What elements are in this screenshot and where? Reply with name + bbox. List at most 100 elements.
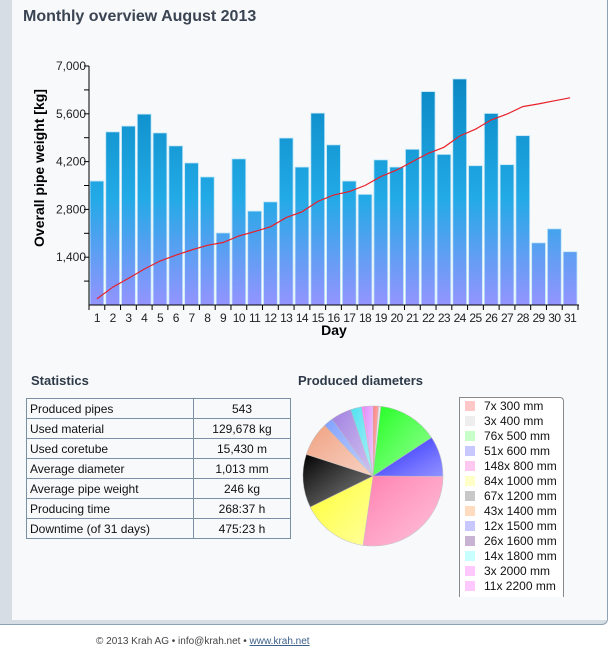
stats-row: Produced pipes 543 (26, 398, 291, 419)
legend-item: 148x 800 mm (460, 458, 563, 473)
pie-slice-shade (350, 406, 373, 476)
pie-slice-shade (332, 409, 373, 476)
x-tick-label: 16 (327, 311, 340, 325)
legend-swatch (465, 430, 475, 441)
bar-day-11[interactable] (247, 210, 262, 306)
footer-website-link[interactable]: www.krah.net (249, 636, 310, 647)
x-tick-label: 13 (280, 311, 293, 325)
bar-day-21[interactable] (405, 148, 420, 306)
legend-label: 3x 400 mm (484, 413, 544, 428)
stats-label: Average diameter (26, 458, 194, 479)
bar-day-13[interactable] (278, 137, 294, 306)
bar-day-24[interactable] (452, 78, 467, 306)
pie-slice-shade (306, 425, 373, 476)
stats-label: Used coretube (26, 438, 194, 459)
legend-label: 11x 2200 mm (484, 578, 556, 593)
legend-label: 43x 1400 mm (484, 503, 557, 518)
pie-slice-shade (310, 476, 373, 546)
bar-day-27[interactable] (499, 164, 515, 306)
stats-row: Producing time 268:37 h (26, 498, 291, 519)
legend-swatch (465, 565, 475, 576)
bar-day-29[interactable] (531, 242, 546, 306)
y-tick-label: 2,800 (56, 202, 86, 216)
x-tick-label: 2 (110, 311, 117, 325)
x-tick-label: 11 (249, 311, 261, 325)
pie-legend[interactable]: 7x 300 mm 3x 400 mm 76x 500 mm 51x 600 mm 14… (459, 397, 564, 597)
legend-item: 43x 1400 mm (460, 503, 563, 518)
bar-day-10[interactable] (231, 158, 247, 306)
bar-day-12[interactable] (263, 201, 278, 306)
bar-day-14[interactable] (294, 166, 310, 306)
bar-day-4[interactable] (136, 113, 152, 306)
x-tick-label: 22 (422, 311, 435, 325)
bar-day-16[interactable] (326, 144, 341, 306)
x-tick-label: 24 (454, 311, 467, 325)
bar-day-6[interactable] (168, 145, 184, 306)
legend-swatch (465, 445, 475, 456)
stats-value: 246 kg (193, 478, 291, 499)
bar-day-2[interactable] (105, 131, 120, 306)
legend-label: 7x 300 mm (484, 398, 544, 413)
trend-line (96, 97, 571, 300)
legend-label: 51x 600 mm (484, 443, 551, 458)
bar-day-28[interactable] (515, 135, 531, 306)
bar-day-18[interactable] (357, 193, 373, 306)
x-tick-label: 23 (438, 311, 451, 325)
bar-day-30[interactable] (547, 228, 562, 306)
legend-item: 26x 1600 mm (460, 533, 563, 548)
bar-group (89, 78, 578, 306)
legend-item: 3x 400 mm (460, 413, 563, 428)
bar-day-19[interactable] (373, 159, 389, 306)
legend-label: 84x 1000 mm (484, 473, 557, 488)
bar-day-23[interactable] (436, 154, 452, 306)
y-tick-labels: 1,400 2,800 4,200 5,600 7,000 (56, 59, 86, 264)
stats-row: Used coretube 15,430 m (26, 438, 291, 459)
stats-value: 15,430 m (193, 438, 291, 459)
x-tick-label: 9 (220, 311, 227, 325)
legend-swatch (465, 460, 475, 471)
bar-day-15[interactable] (310, 112, 326, 306)
x-tick-label: 6 (173, 311, 180, 325)
legend-item: 14x 1800 mm (460, 548, 563, 563)
bar-day-8[interactable] (200, 176, 215, 306)
legend-swatch (465, 580, 475, 591)
stats-value: 543 (193, 398, 291, 419)
page-title: Monthly overview August 2013 (23, 8, 257, 25)
bar-day-25[interactable] (468, 165, 483, 306)
bar-day-17[interactable] (341, 180, 357, 306)
legend-swatch (465, 505, 475, 516)
statistics-table: Produced pipes 543 Used material 129,678 kg… (26, 398, 291, 539)
bar-day-22[interactable] (420, 91, 436, 306)
bar-day-26[interactable] (483, 113, 499, 306)
legend-item: 67x 1200 mm (460, 488, 563, 503)
legend-item: 11x 2200 mm (460, 578, 563, 593)
y-tick-label: 1,400 (56, 250, 86, 264)
x-tick-label: 5 (157, 311, 164, 325)
x-tick-label: 4 (141, 311, 148, 325)
legend-item: 7x 300 mm (460, 398, 563, 413)
bar-day-20[interactable] (389, 166, 404, 306)
x-tick-label: 25 (469, 311, 482, 325)
x-tick-label: 20 (391, 311, 404, 325)
stats-row: Average diameter 1,013 mm (26, 458, 291, 479)
bar-day-31[interactable] (562, 251, 578, 306)
bar-day-5[interactable] (152, 132, 168, 306)
x-tick-label: 8 (204, 311, 211, 325)
legend-item: 76x 500 mm (460, 428, 563, 443)
legend-swatch (465, 520, 475, 531)
y-tick-label: 5,600 (56, 107, 86, 121)
x-tick-label: 10 (233, 311, 246, 325)
x-tick-label: 17 (343, 311, 356, 325)
legend-swatch (465, 490, 475, 501)
stats-value: 475:23 h (193, 518, 291, 539)
legend-swatch (465, 535, 475, 546)
bar-day-7[interactable] (184, 162, 199, 306)
x-tick-label: 30 (548, 311, 561, 325)
legend-item: 3x 2000 mm (460, 563, 563, 578)
bar-day-1[interactable] (89, 180, 105, 306)
pie-slice-shade (361, 406, 373, 476)
legend-item: 12x 1500 mm (460, 518, 563, 533)
x-tick-label: 7 (188, 311, 195, 325)
legend-label: 67x 1200 mm (484, 488, 557, 503)
